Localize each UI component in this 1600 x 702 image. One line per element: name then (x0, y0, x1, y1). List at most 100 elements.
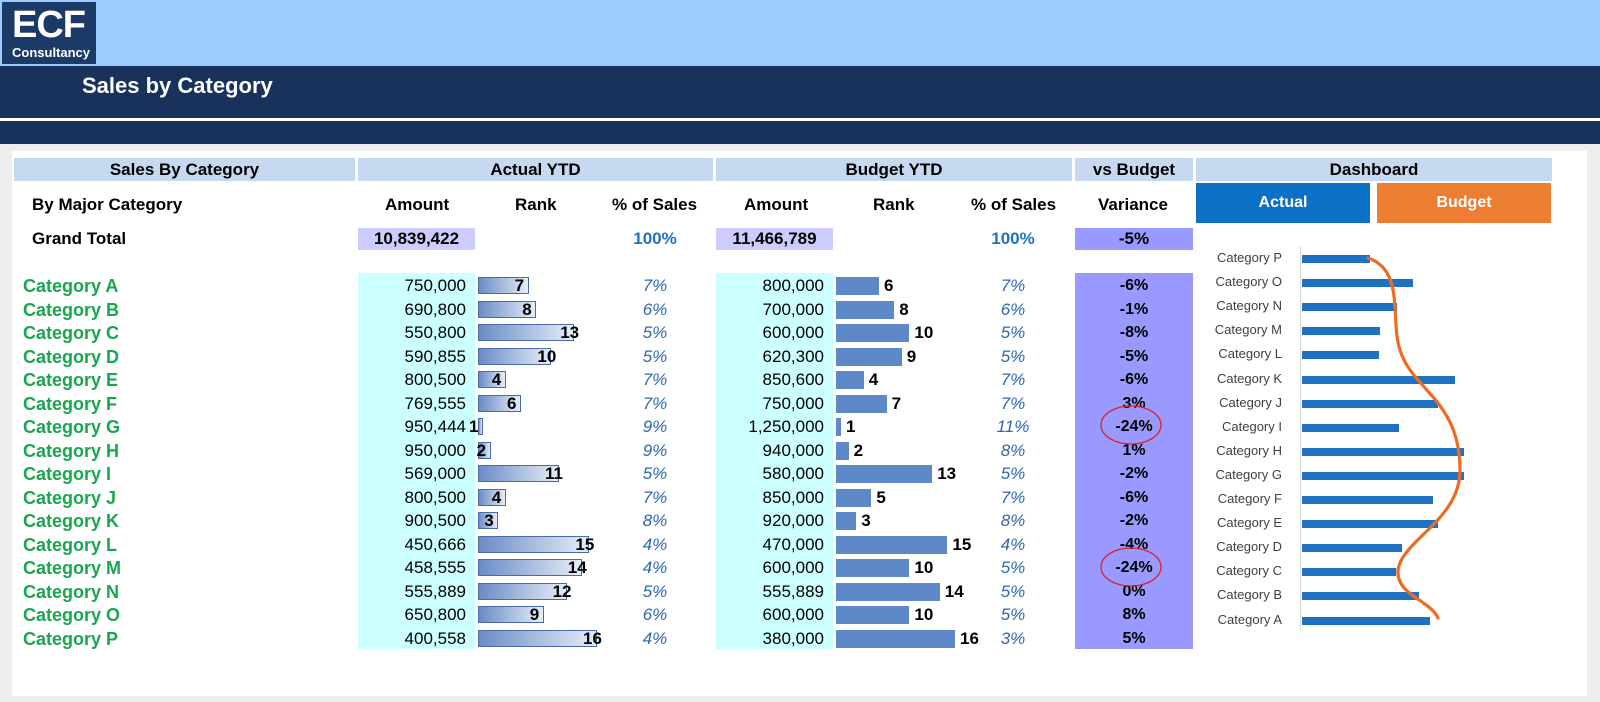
budget-amount-cell: 555,889 (762, 582, 824, 601)
variance-cell: -24% (1115, 559, 1153, 576)
variance-cell: -5% (1119, 348, 1149, 365)
budget-rank-cell: 9 (906, 347, 917, 366)
variance-cell: 3% (1122, 395, 1146, 412)
actual-pct-cell: 5% (642, 347, 668, 366)
budget-pct-cell: 5% (1000, 582, 1026, 601)
actual-rank-bar (478, 465, 559, 482)
actual-pct-cell: 4% (642, 558, 668, 577)
budget-pct-cell: 4% (1000, 535, 1026, 554)
budget-pct-cell: 5% (1000, 323, 1026, 342)
category-name: Category P (23, 629, 119, 649)
chart-bar (1302, 255, 1370, 263)
chart-category-label: Category A (1217, 612, 1282, 627)
category-name: Category J (23, 488, 117, 508)
variance-cell: 1% (1122, 442, 1146, 459)
actual-pct-cell: 7% (642, 394, 668, 413)
budget-amount-cell: 580,000 (762, 464, 824, 483)
actual-rank-bar (478, 536, 590, 553)
title-bar: Sales by Category (0, 66, 1600, 118)
actual-amount-cell: 950,444 (404, 417, 466, 436)
budget-amount-cell: 620,300 (762, 347, 824, 366)
actual-rank-cell: 16 (583, 629, 602, 648)
actual-pct-cell: 6% (642, 605, 668, 624)
column-actual-pct: % of Sales (612, 195, 698, 214)
column-budget-pct: % of Sales (971, 195, 1057, 214)
chart-category-label: Category P (1216, 250, 1282, 265)
chart-bar (1302, 568, 1396, 576)
budget-amount-cell: 850,000 (762, 488, 824, 507)
actual-amount-cell: 690,800 (404, 300, 466, 319)
logo-sub-text: Consultancy (12, 45, 91, 60)
budget-pct-cell: 7% (1000, 276, 1026, 295)
variance-cell: 5% (1122, 630, 1146, 647)
chart-bar (1302, 544, 1402, 552)
category-name: Category I (23, 464, 112, 484)
chart-bar (1302, 472, 1464, 480)
actual-amount-cell: 800,500 (404, 370, 466, 389)
actual-rank-bar (478, 489, 506, 506)
budget-amount-column-fill (716, 273, 833, 649)
actual-rank-bar (478, 583, 567, 600)
budget-pct-cell: 7% (1000, 394, 1026, 413)
budget-button[interactable]: Budget (1377, 183, 1551, 223)
actual-amount-cell: 900,500 (404, 511, 466, 530)
actual-pct-cell: 8% (642, 511, 668, 530)
budget-rank-bar (836, 442, 849, 460)
category-name: Category C (23, 323, 120, 343)
actual-button[interactable]: Actual (1196, 183, 1370, 223)
actual-pct-cell: 5% (642, 582, 668, 601)
variance-cell: -6% (1119, 489, 1149, 506)
variance-cell: -6% (1119, 277, 1149, 294)
budget-rank-cell: 7 (891, 394, 902, 413)
actual-rank-cell: 7 (514, 276, 525, 295)
budget-rank-cell: 1 (846, 417, 856, 436)
grand-total-budget-amount: 11,466,789 (716, 228, 833, 250)
actual-rank-bar (478, 371, 506, 388)
budget-rank-cell: 3 (861, 511, 871, 530)
actual-amount-column-fill (358, 273, 475, 649)
chart-bar (1302, 520, 1438, 528)
budget-rank-cell: 4 (868, 370, 879, 389)
logo-main-text: ECF (12, 4, 86, 46)
actual-pct-cell: 9% (642, 417, 668, 436)
budget-amount-cell: 920,000 (762, 511, 824, 530)
actual-pct-cell: 6% (642, 300, 668, 319)
chart-category-label: Category K (1216, 371, 1282, 386)
budget-rank-bar (836, 606, 910, 624)
actual-rank-cell: 4 (491, 370, 502, 389)
actual-amount-cell: 750,000 (404, 276, 466, 295)
grand-total-actual-amount: 10,839,422 (358, 228, 475, 250)
actual-rank-cell: 9 (529, 605, 540, 624)
budget-amount-cell: 470,000 (762, 535, 824, 554)
chart-bar (1302, 496, 1433, 504)
budget-rank-bar (836, 277, 879, 295)
actual-pct-cell: 5% (642, 323, 668, 342)
actual-pct-cell: 7% (642, 370, 668, 389)
budget-rank-cell: 14 (944, 582, 964, 601)
budget-rank-bar (836, 465, 933, 483)
budget-rank-bar (836, 559, 910, 577)
chart-bar (1302, 327, 1380, 335)
actual-amount-cell: 950,000 (404, 441, 466, 460)
actual-rank-bar (478, 559, 582, 576)
actual-amount-cell: 650,800 (404, 605, 466, 624)
top-band (0, 0, 1600, 66)
budget-amount-cell: 750,000 (762, 394, 824, 413)
column-actual-rank: Rank (515, 195, 557, 214)
budget-pct-cell: 8% (1000, 441, 1026, 460)
actual-pct-cell: 4% (642, 629, 668, 648)
budget-rank-bar (836, 489, 872, 507)
header-vs-budget: vs Budget (1075, 158, 1193, 181)
budget-rank-bar (836, 324, 910, 342)
annotation-circle-g (1100, 405, 1162, 445)
chart-bar (1302, 303, 1397, 311)
chart-category-label: Category G (1215, 467, 1282, 482)
actual-rank-bar (478, 301, 537, 318)
actual-rank-cell: 11 (545, 464, 563, 483)
budget-amount-cell: 600,000 (762, 323, 824, 342)
actual-amount-cell: 550,800 (404, 323, 466, 342)
chart-category-label: Category H (1216, 443, 1282, 458)
chart-category-label: Category C (1216, 563, 1282, 578)
column-variance: Variance (1098, 195, 1168, 214)
budget-rank-cell: 13 (937, 464, 957, 483)
